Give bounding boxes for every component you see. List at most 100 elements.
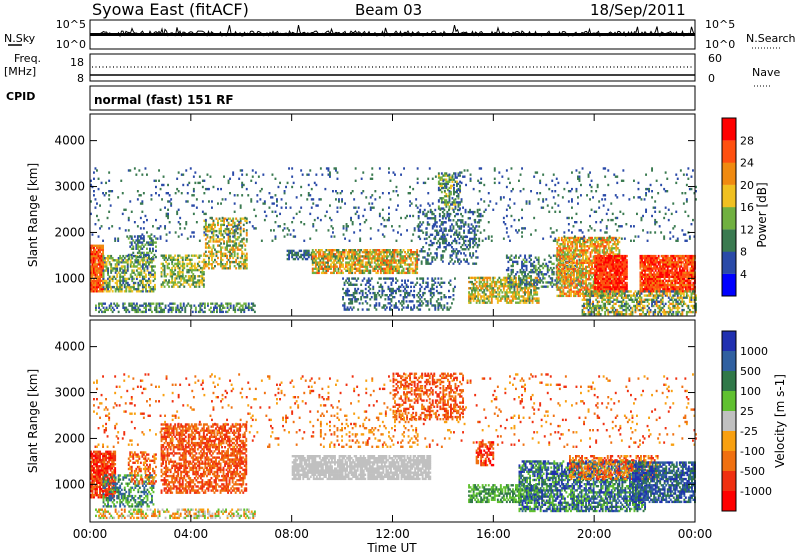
range-cell bbox=[229, 232, 232, 235]
range-cell bbox=[211, 248, 213, 251]
range-cell bbox=[227, 258, 230, 262]
range-cell bbox=[229, 254, 232, 258]
range-cell bbox=[227, 238, 230, 241]
range-cell bbox=[138, 290, 141, 293]
range-cell bbox=[441, 260, 444, 263]
freq-tick-top: 18 bbox=[70, 56, 84, 69]
range-cell bbox=[100, 279, 103, 283]
range-cell bbox=[440, 291, 443, 295]
range-cell bbox=[99, 302, 102, 305]
range-cell bbox=[135, 277, 138, 281]
range-cell bbox=[220, 310, 223, 314]
range-cell bbox=[625, 269, 628, 272]
range-cell bbox=[334, 255, 337, 258]
range-cell bbox=[110, 304, 113, 307]
range-cell bbox=[576, 263, 578, 267]
range-cell bbox=[454, 277, 456, 280]
range-cell bbox=[177, 285, 180, 288]
range-cell bbox=[148, 308, 150, 312]
range-cell bbox=[327, 269, 329, 272]
range-cell bbox=[546, 271, 549, 274]
range-cell bbox=[134, 304, 137, 307]
range-cell bbox=[233, 234, 236, 237]
range-cell bbox=[349, 263, 352, 266]
range-cell bbox=[426, 285, 429, 289]
range-cell bbox=[393, 255, 396, 258]
range-cell bbox=[325, 255, 328, 258]
range-cell bbox=[235, 260, 238, 264]
range-cell bbox=[438, 219, 441, 222]
range-cell bbox=[105, 285, 108, 289]
range-cell bbox=[187, 268, 190, 272]
range-cell bbox=[208, 260, 210, 264]
range-cell bbox=[199, 308, 202, 312]
range-cell bbox=[155, 302, 158, 305]
range-cell bbox=[90, 267, 92, 270]
range-cell bbox=[138, 261, 141, 264]
range-cell bbox=[311, 253, 314, 256]
range-cell bbox=[102, 259, 105, 262]
range-cell bbox=[193, 264, 196, 268]
range-cell bbox=[354, 265, 357, 268]
range-cell bbox=[143, 263, 146, 266]
range-cell bbox=[129, 304, 132, 307]
range-cell bbox=[319, 263, 322, 266]
range-cell bbox=[209, 229, 212, 233]
range-cell bbox=[150, 243, 153, 246]
range-cell bbox=[123, 267, 126, 270]
range-cell bbox=[232, 256, 235, 260]
range-cell bbox=[286, 249, 289, 253]
range-cell bbox=[357, 277, 360, 280]
range-cell bbox=[330, 251, 332, 254]
range-cell bbox=[178, 281, 181, 284]
range-cell bbox=[105, 261, 108, 264]
range-cell bbox=[566, 261, 569, 264]
range-cell bbox=[452, 225, 455, 228]
range-cell bbox=[119, 290, 122, 293]
range-cell bbox=[530, 277, 533, 280]
range-cell bbox=[625, 254, 628, 258]
range-cell bbox=[364, 291, 367, 295]
range-cell bbox=[245, 258, 248, 262]
range-cell bbox=[333, 271, 335, 275]
range-cell bbox=[96, 254, 98, 258]
range-cell bbox=[160, 283, 163, 286]
range-cell bbox=[94, 259, 97, 262]
range-cell bbox=[589, 274, 592, 277]
range-cell bbox=[240, 304, 243, 307]
range-cell bbox=[227, 229, 230, 233]
nsky-strip: N.Sky 10^5 10^0 10^5 10^0 N.Search bbox=[4, 18, 796, 51]
range-cell bbox=[565, 292, 568, 295]
range-cell bbox=[226, 310, 229, 314]
range-cell bbox=[416, 265, 419, 268]
range-cell bbox=[130, 243, 133, 246]
range-cell bbox=[229, 244, 232, 247]
range-cell bbox=[586, 255, 589, 258]
range-cell bbox=[123, 277, 126, 281]
range-cell bbox=[325, 249, 328, 252]
range-cell bbox=[582, 255, 585, 258]
range-cell bbox=[141, 310, 144, 314]
range-cell bbox=[146, 269, 149, 272]
range-cell bbox=[100, 275, 103, 278]
range-cell bbox=[343, 267, 346, 270]
range-cell bbox=[220, 242, 223, 245]
range-cell bbox=[136, 243, 139, 246]
range-cell bbox=[110, 263, 113, 266]
range-cell bbox=[585, 280, 588, 283]
range-cell bbox=[189, 260, 192, 264]
range-cell bbox=[167, 308, 170, 312]
range-cell bbox=[378, 302, 381, 305]
range-cell bbox=[169, 273, 172, 276]
range-cell bbox=[165, 275, 168, 278]
range-cell bbox=[294, 253, 297, 257]
range-cell bbox=[435, 252, 438, 255]
range-cell bbox=[116, 269, 119, 272]
range-cell bbox=[96, 290, 98, 293]
range-cell bbox=[172, 283, 175, 286]
range-cell bbox=[319, 261, 322, 264]
range-cell bbox=[171, 279, 174, 282]
range-cell bbox=[313, 257, 316, 260]
range-cell bbox=[395, 291, 397, 295]
range-cell bbox=[317, 251, 320, 254]
